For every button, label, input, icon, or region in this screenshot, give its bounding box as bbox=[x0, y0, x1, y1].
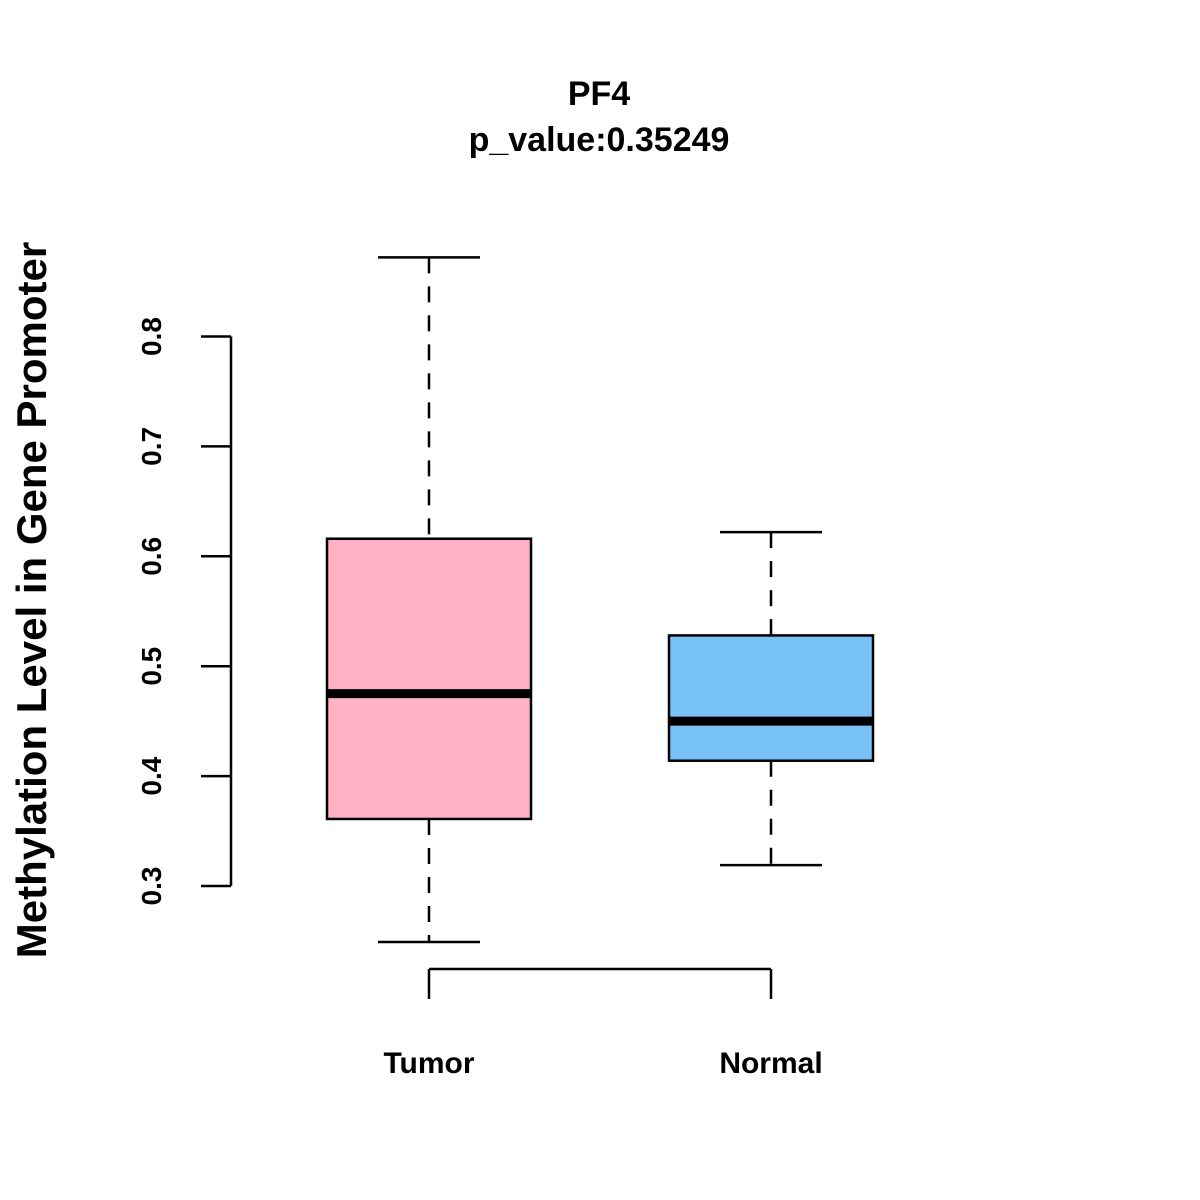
box-normal bbox=[667, 634, 875, 762]
y-tick-label: 0.5 bbox=[136, 647, 167, 686]
chart-title: PF4 bbox=[568, 75, 630, 113]
y-tick-label: 0.7 bbox=[136, 427, 167, 466]
box-series bbox=[325, 256, 875, 944]
y-tick-label: 0.6 bbox=[136, 537, 167, 576]
x-tick-label: Normal bbox=[719, 1047, 822, 1080]
y-tick-label: 0.3 bbox=[136, 867, 167, 906]
y-axis-label: Methylation Level in Gene Promoter bbox=[8, 242, 55, 958]
y-tick-label: 0.8 bbox=[136, 317, 167, 356]
chart-subtitle: p_value:0.35249 bbox=[469, 121, 730, 159]
y-axis: 0.3 0.4 0.5 0.6 0.7 0.8 bbox=[136, 317, 233, 906]
box-tumor bbox=[325, 537, 533, 821]
x-axis: Tumor Normal bbox=[383, 967, 823, 1080]
x-tick-label: Tumor bbox=[383, 1047, 474, 1080]
y-tick-label: 0.4 bbox=[136, 756, 167, 795]
